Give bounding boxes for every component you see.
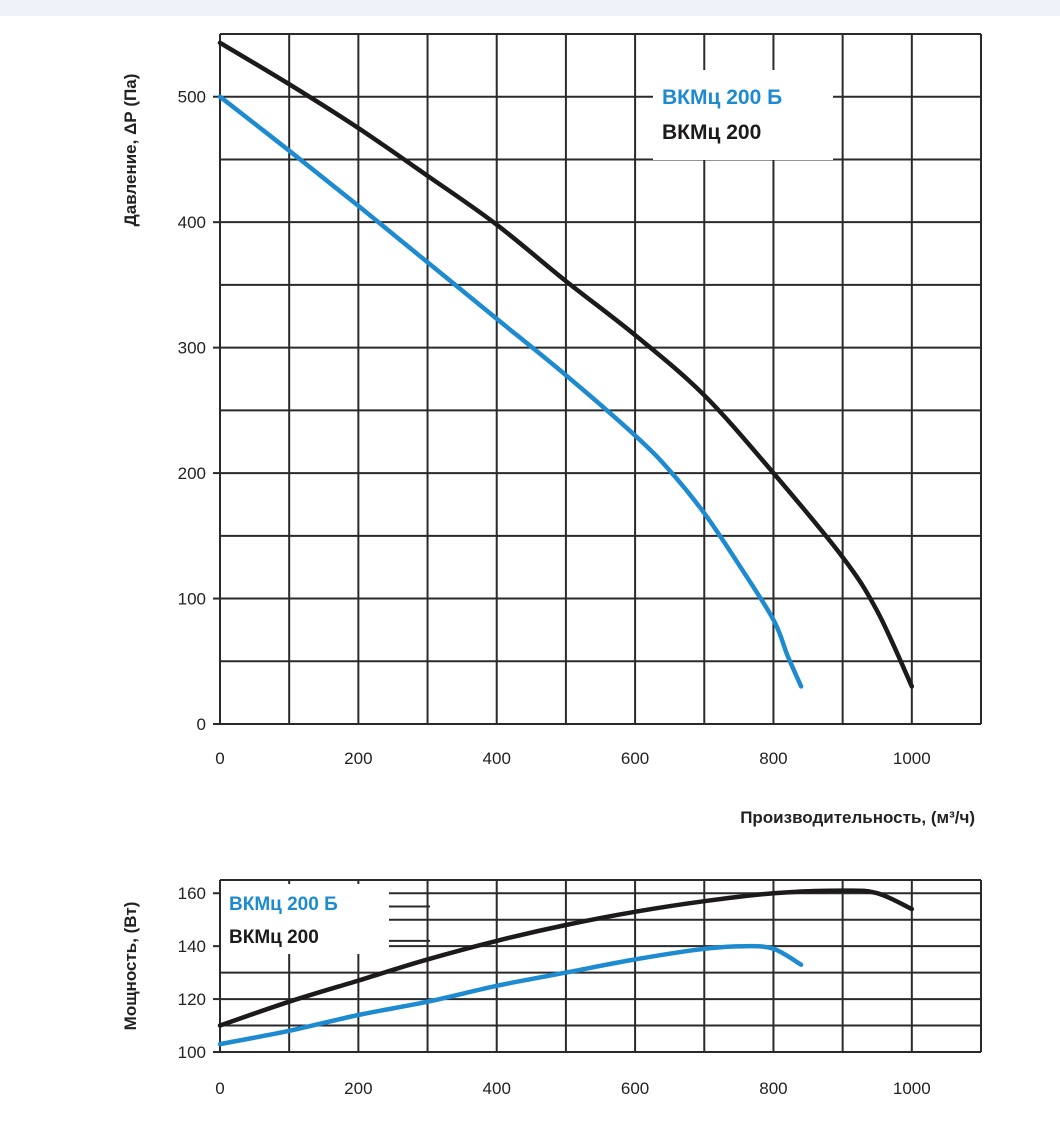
power-legend-label: ВКМц 200 bbox=[229, 927, 319, 948]
power-y-tick-label: 140 bbox=[178, 937, 206, 956]
power-y-tick-label: 160 bbox=[178, 884, 206, 903]
pressure-legend-label: ВКМц 200 bbox=[662, 121, 761, 144]
pressure-x-tick-label: 1000 bbox=[893, 749, 931, 768]
power-y-axis-title: Мощность, (Вт) bbox=[121, 902, 140, 1031]
pressure-x-tick-label: 600 bbox=[621, 749, 649, 768]
power-x-tick-label: 0 bbox=[215, 1079, 224, 1098]
pressure-y-tick-label: 300 bbox=[178, 339, 206, 358]
power-chart: ВКМц 200 Б ВКМц 200 100 120 140 160 0 200 400 600… bbox=[121, 879, 982, 1098]
power-legend-box bbox=[221, 884, 389, 954]
power-series-line bbox=[217, 943, 804, 1047]
pressure-chart: 0 100 200 300 400 500 0 200 400 600 800 1000 ВКМц 20… bbox=[121, 33, 982, 827]
pressure-y-tick-label: 0 bbox=[197, 715, 206, 734]
pressure-legend-label: ВКМц 200 Б bbox=[662, 86, 782, 109]
pressure-series-line bbox=[217, 94, 804, 689]
top-strip bbox=[0, 0, 1060, 16]
pressure-y-tick-label: 200 bbox=[178, 464, 206, 483]
pressure-x-tick-label: 200 bbox=[344, 749, 372, 768]
pressure-x-tick-label: 400 bbox=[483, 749, 511, 768]
pressure-x-tick-label: 0 bbox=[215, 749, 224, 768]
pressure-y-tick-label: 100 bbox=[178, 590, 206, 609]
power-x-tick-label: 800 bbox=[759, 1079, 787, 1098]
power-x-tick-label: 200 bbox=[344, 1079, 372, 1098]
pressure-series-line bbox=[217, 40, 915, 689]
power-x-tick-label: 1000 bbox=[893, 1079, 931, 1098]
power-x-tick-label: 400 bbox=[483, 1079, 511, 1098]
pressure-y-tick-label: 400 bbox=[178, 213, 206, 232]
power-y-tick-label: 100 bbox=[178, 1043, 206, 1062]
power-x-tick-label: 600 bbox=[621, 1079, 649, 1098]
power-series-line bbox=[217, 888, 915, 1028]
pressure-legend-box bbox=[653, 70, 833, 160]
pressure-y-axis-title: Давление, ΔР (Па) bbox=[121, 74, 140, 227]
pressure-x-tick-label: 800 bbox=[759, 749, 787, 768]
pressure-x-axis-title: Производительность, (м³/ч) bbox=[740, 808, 975, 827]
pressure-y-tick-label: 500 bbox=[178, 88, 206, 107]
power-y-tick-label: 120 bbox=[178, 990, 206, 1009]
power-legend-label: ВКМц 200 Б bbox=[229, 894, 338, 915]
